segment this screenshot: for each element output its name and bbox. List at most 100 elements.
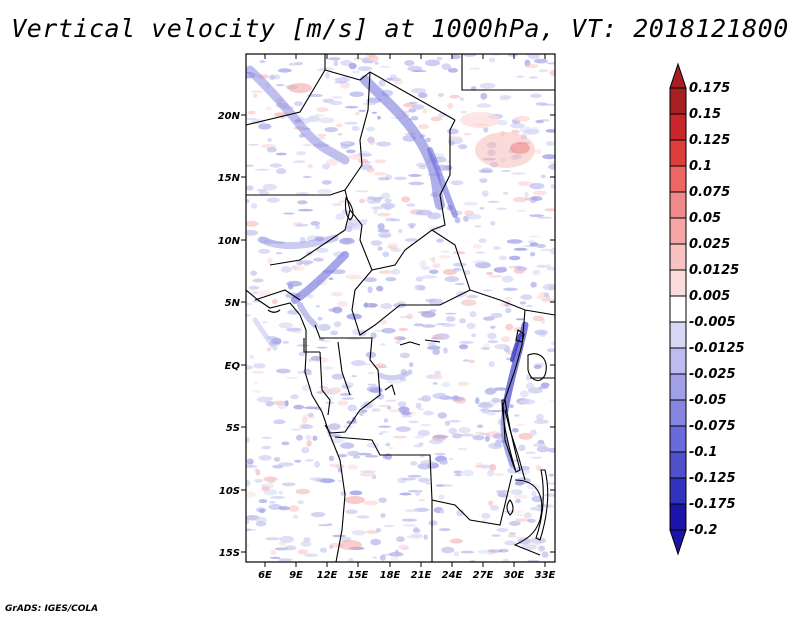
- field-speckle: [337, 300, 349, 307]
- field-speckle: [370, 240, 383, 246]
- field-speckle: [319, 478, 335, 484]
- field-speckle: [519, 301, 527, 305]
- field-speckle: [538, 331, 547, 337]
- field-speckle: [500, 95, 512, 100]
- field-speckle: [374, 363, 387, 369]
- field-speckle: [448, 419, 461, 423]
- field-speckle: [447, 68, 459, 73]
- field-speckle: [480, 407, 490, 414]
- field-speckle: [279, 535, 294, 543]
- field-speckle: [424, 325, 436, 327]
- field-speckle: [364, 302, 368, 308]
- field-speckle: [294, 61, 304, 66]
- field-speckle: [440, 484, 454, 487]
- field-speckle: [434, 452, 446, 456]
- field-speckle: [515, 318, 525, 321]
- field-speckle: [530, 281, 537, 288]
- field-speckle: [345, 509, 358, 515]
- field-speckle: [277, 68, 292, 73]
- field-speckle: [407, 222, 417, 227]
- field-speckle: [331, 373, 345, 380]
- field-speckle: [523, 512, 532, 519]
- field-speckle: [358, 150, 370, 155]
- field-speckle: [486, 412, 496, 416]
- field-speckle: [408, 174, 422, 177]
- field-speckle: [269, 556, 281, 559]
- field-speckle: [515, 498, 521, 504]
- field-speckle: [383, 524, 395, 528]
- field-speckle: [462, 359, 469, 362]
- field-speckle: [452, 262, 467, 267]
- field-speckle: [262, 183, 277, 191]
- field-speckle: [302, 143, 312, 147]
- field-speckle: [527, 540, 541, 547]
- lon-label: 33E: [535, 570, 556, 581]
- field-speckle: [525, 382, 535, 390]
- field-speckle: [332, 306, 343, 314]
- field-speckle: [550, 341, 555, 346]
- field-speckle: [436, 56, 443, 61]
- field-speckle: [330, 330, 339, 336]
- field-speckle: [419, 455, 425, 458]
- field-speckle: [246, 314, 251, 317]
- field-speckle: [307, 115, 320, 123]
- field-speckle: [410, 461, 418, 466]
- field-speckle: [545, 264, 552, 269]
- field-speckle: [384, 453, 392, 460]
- field-speckle: [377, 115, 381, 120]
- field-speckle: [378, 432, 384, 435]
- field-speckle: [276, 168, 287, 175]
- field-speckle: [508, 521, 521, 526]
- field-speckle: [303, 553, 319, 557]
- lon-label: 27E: [473, 570, 494, 581]
- field-speckle: [543, 292, 550, 298]
- colorbar-swatch: [669, 373, 687, 401]
- field-speckle: [539, 546, 545, 550]
- colorbar-max-arrow: [669, 62, 687, 89]
- field-speckle: [322, 366, 334, 370]
- field-speckle: [463, 269, 471, 276]
- colorbar-label: -0.025: [689, 367, 736, 382]
- field-speckle: [249, 354, 255, 359]
- lon-label: 18E: [380, 570, 401, 581]
- field-speckle: [305, 434, 312, 441]
- field-speckle: [506, 239, 523, 244]
- field-speckle: [520, 294, 533, 300]
- field-speckle: [513, 196, 528, 203]
- field-speckle: [475, 397, 480, 405]
- field-speckle: [502, 191, 509, 195]
- field-speckle: [486, 316, 496, 320]
- field-speckle: [421, 275, 438, 279]
- field-speckle: [531, 490, 537, 497]
- field-speckle: [259, 190, 270, 195]
- lat-label: 10S: [219, 486, 240, 497]
- colorbar-label: 0.025: [689, 237, 730, 252]
- field-speckle: [360, 470, 376, 474]
- field-speckle: [432, 375, 443, 380]
- field-speckle: [432, 263, 441, 268]
- field-speckle: [496, 207, 508, 210]
- field-speckle: [541, 551, 549, 558]
- field-speckle: [542, 154, 555, 160]
- field-speckle: [384, 198, 392, 203]
- field-speckle: [284, 545, 297, 551]
- field-speckle: [428, 269, 439, 275]
- field-speckle: [380, 513, 386, 518]
- field-speckle: [449, 94, 460, 99]
- field-speckle: [448, 457, 454, 461]
- field-speckle: [454, 282, 465, 286]
- field-speckle: [391, 268, 401, 275]
- field-speckle: [275, 84, 285, 87]
- field-speckle: [440, 509, 445, 514]
- field-speckle: [396, 536, 405, 543]
- field-speckle: [447, 128, 459, 135]
- field-speckle: [382, 251, 390, 258]
- ascent-bands: [246, 65, 529, 468]
- field-speckle: [496, 528, 509, 532]
- field-speckle: [428, 520, 438, 526]
- field-speckle: [286, 280, 303, 287]
- field-speckle: [333, 321, 342, 328]
- field-speckle: [479, 178, 488, 184]
- field-speckle: [366, 54, 376, 58]
- field-speckle: [351, 375, 358, 378]
